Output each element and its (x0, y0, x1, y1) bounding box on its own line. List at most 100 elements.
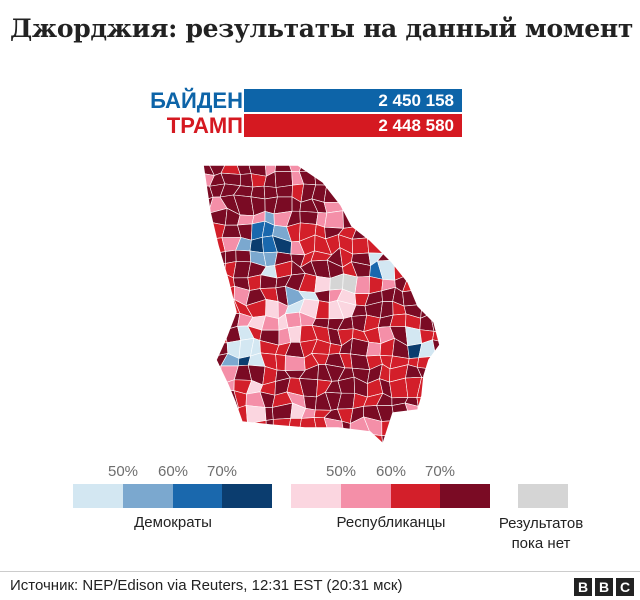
county-cell (416, 405, 435, 419)
county-cell (203, 429, 216, 444)
candidate-row-trump: ТРАМП 2 448 580 (0, 114, 640, 137)
county-cell (203, 382, 213, 398)
county-cell (428, 264, 440, 282)
candidate-vote-count: 2 450 158 (378, 91, 454, 110)
source-note: Источник: NEP/Edison via Reuters, 12:31 … (10, 577, 403, 594)
county-cell (364, 200, 385, 217)
county-cell (209, 301, 227, 315)
legend-swatch-no-results (518, 484, 568, 508)
county-cell (203, 313, 213, 331)
county-cell (203, 222, 211, 240)
county-cell (198, 446, 211, 450)
county-cell (342, 431, 351, 444)
county-cell (252, 448, 264, 450)
candidate-row-biden: БАЙДЕН 2 450 158 (0, 89, 640, 112)
county-cell (441, 395, 458, 407)
county-cell (445, 251, 458, 265)
county-cell (203, 329, 213, 345)
county-cell (208, 389, 227, 410)
county-cell (416, 445, 432, 450)
legend-label-democrats: Демократы (134, 514, 212, 531)
county-cell (323, 443, 343, 444)
footer-divider (0, 571, 640, 572)
county-cell (351, 237, 369, 255)
county-cell (381, 214, 396, 229)
legend-tick-rep-60: 60% (375, 463, 407, 480)
legend-tick-dem-50: 50% (107, 463, 139, 480)
county-cell (272, 445, 292, 450)
county-cell (207, 406, 227, 418)
county-cell (363, 210, 385, 227)
county-cell (395, 169, 408, 185)
bbc-logo-letter: C (616, 578, 634, 596)
county-cell (290, 441, 307, 444)
legend-label-no-results-line2: пока нет (511, 535, 571, 552)
county-cell (420, 260, 431, 282)
county-cell (203, 365, 213, 386)
county-cell (445, 330, 458, 342)
county-cell (203, 234, 216, 255)
county-results-map (198, 160, 458, 450)
bbc-logo-letter: B (574, 578, 592, 596)
legend-label-republicans: Республиканцы (336, 514, 446, 531)
county-cell (236, 446, 253, 450)
county-cell (284, 311, 302, 329)
county-cell (408, 247, 423, 266)
county-cell (390, 233, 409, 250)
county-cell (338, 441, 351, 444)
county-cell (324, 210, 344, 229)
legend-swatch-dem (123, 484, 173, 508)
legend-swatch-rep (341, 484, 391, 508)
county-cell (419, 273, 433, 290)
county-cell (235, 249, 252, 263)
county-cell (445, 237, 458, 253)
county-cell (401, 221, 419, 236)
county-cell (444, 351, 458, 371)
county-cell (415, 208, 433, 223)
county-cell (237, 214, 255, 226)
county-cell (341, 420, 351, 434)
county-cell (376, 182, 398, 201)
candidate-name: БАЙДЕН (150, 88, 243, 113)
county-cell (376, 169, 398, 185)
county-cell (428, 165, 440, 172)
county-cell (209, 313, 227, 331)
county-cell (428, 170, 440, 190)
county-cell (314, 165, 332, 174)
county-cell (299, 210, 319, 225)
county-cell (203, 338, 215, 357)
county-cell (367, 220, 385, 239)
candidate-name: ТРАМП (166, 113, 243, 138)
county-cell (377, 165, 397, 171)
county-cell (212, 273, 228, 294)
county-cell (393, 209, 411, 229)
county-cell (326, 173, 344, 190)
county-cell (264, 407, 274, 421)
county-cell (444, 160, 458, 172)
county-cell (341, 188, 352, 203)
county-cell (367, 165, 380, 174)
county-cell (207, 416, 225, 435)
county-cell (203, 213, 211, 223)
county-cell (275, 184, 293, 198)
legend-tick-dem-70: 70% (206, 463, 238, 480)
county-cell (445, 316, 458, 332)
county-cell (420, 252, 434, 267)
county-cell (403, 182, 420, 202)
county-cell (434, 394, 440, 411)
county-cell (355, 210, 372, 227)
county-cell (445, 287, 458, 306)
county-cell (445, 195, 458, 215)
county-cell (367, 449, 384, 450)
county-cell (251, 434, 267, 444)
county-cell (288, 417, 302, 433)
county-cell (311, 433, 330, 444)
county-cell (203, 278, 215, 294)
legend-tick-rep-50: 50% (325, 463, 357, 480)
county-cell (420, 165, 433, 177)
county-cell (224, 249, 237, 264)
county-cell (208, 441, 227, 444)
county-cell (342, 170, 352, 190)
county-cell (381, 448, 396, 450)
county-cell (311, 442, 325, 444)
